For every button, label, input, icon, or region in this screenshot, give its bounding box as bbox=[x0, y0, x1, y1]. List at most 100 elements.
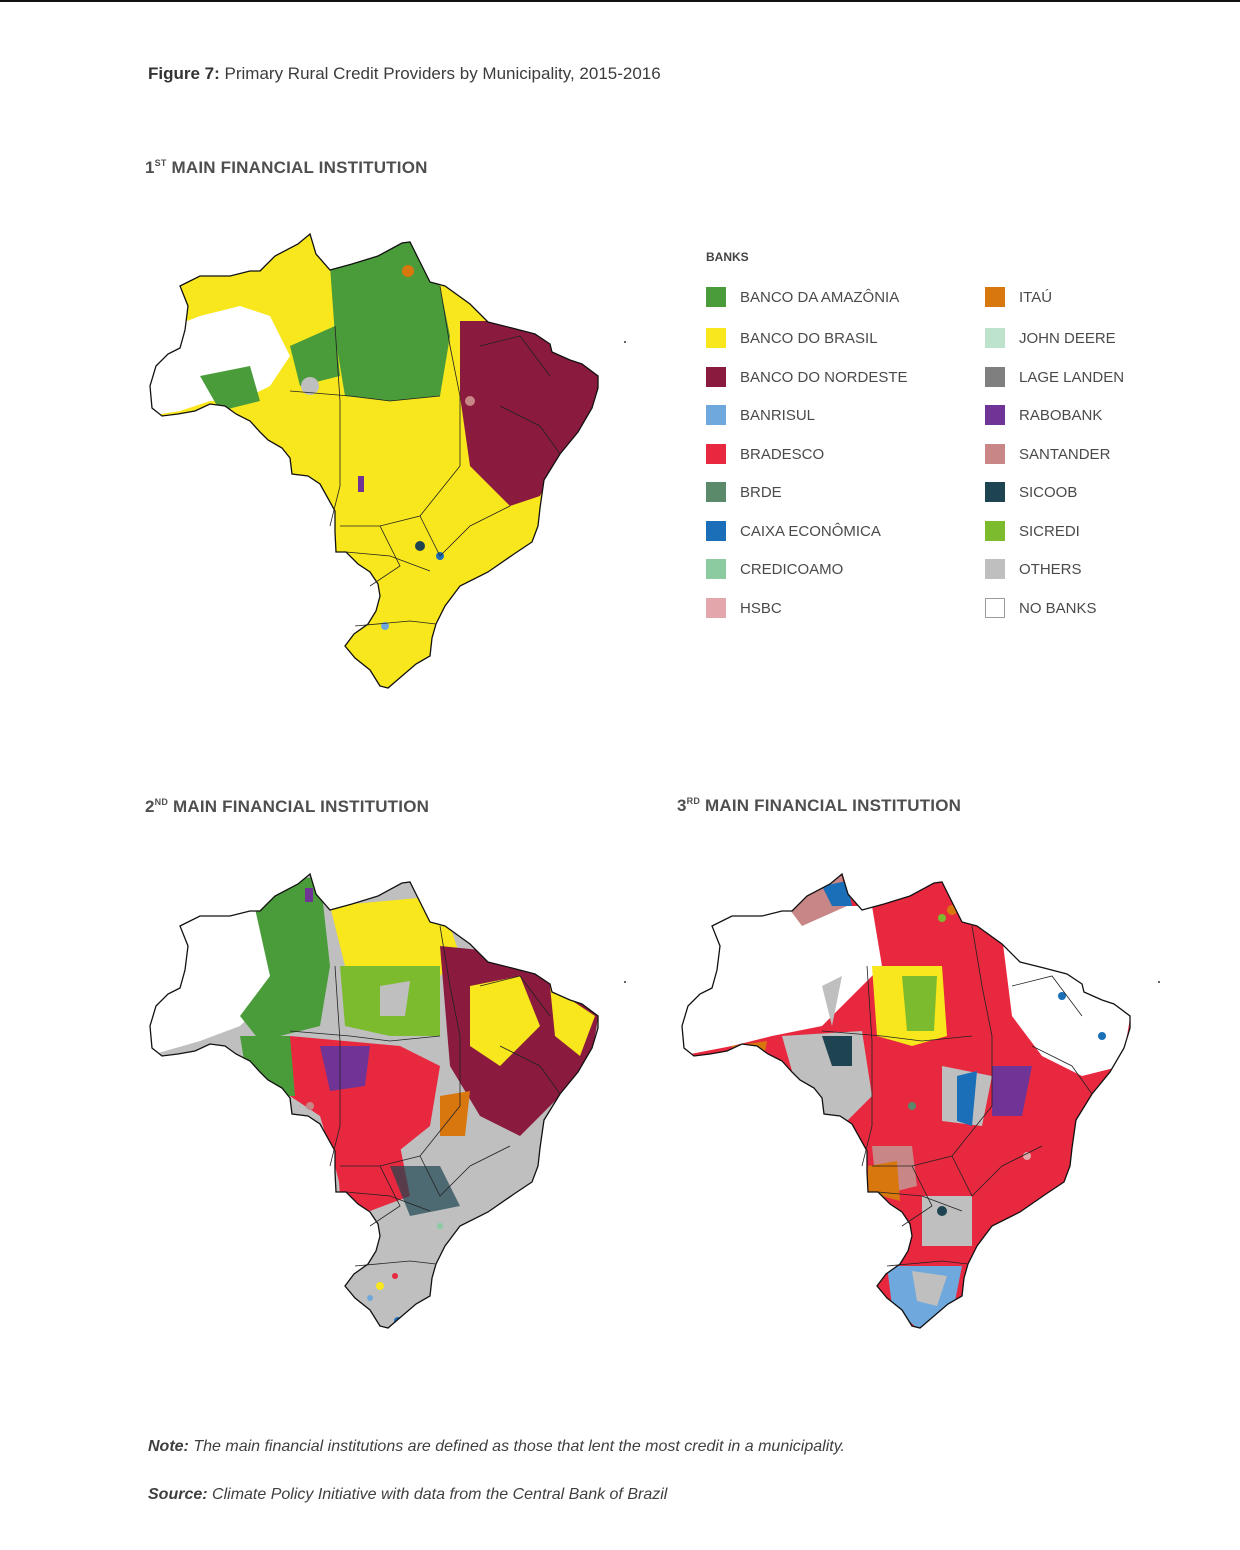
legend-label: BANCO DO BRASIL bbox=[740, 329, 878, 347]
legend-label: BANCO DO NORDESTE bbox=[740, 368, 908, 386]
region-others bbox=[912, 1271, 947, 1306]
region-banco-da-amazonia bbox=[330, 236, 450, 401]
legend-label: NO BANKS bbox=[1019, 599, 1097, 617]
region-caixa bbox=[1098, 1032, 1106, 1040]
region-no-banks bbox=[682, 906, 882, 1056]
legend-item-rabobank: RABOBANK bbox=[985, 404, 1102, 426]
region-brde bbox=[908, 1102, 916, 1110]
figure-title: Figure 7: Primary Rural Credit Providers… bbox=[148, 64, 661, 84]
legend-swatch bbox=[985, 444, 1005, 464]
state-borders bbox=[289, 285, 561, 627]
region-banrisul bbox=[367, 1295, 373, 1301]
legend-label: JOHN DEERE bbox=[1019, 329, 1116, 347]
stray-dot bbox=[624, 341, 626, 343]
region-bradesco bbox=[336, 1136, 410, 1211]
region-caixa bbox=[1058, 992, 1066, 1000]
legend-swatch bbox=[706, 482, 726, 502]
legend-item-sicoob: SICOOB bbox=[985, 481, 1077, 503]
section-heading-text: MAIN FINANCIAL INSTITUTION bbox=[171, 158, 428, 177]
legend: BANKS BANCO DA AMAZÔNIA BANCO DO BRASIL … bbox=[706, 250, 1166, 630]
region-others bbox=[822, 976, 842, 1026]
legend-item-santander: SANTANDER bbox=[985, 443, 1110, 465]
brazil-map-2nd-institution bbox=[149, 873, 599, 1329]
region-sicoob bbox=[822, 1036, 852, 1066]
legend-item-bradesco: BRADESCO bbox=[706, 443, 824, 465]
region-santander bbox=[306, 1102, 314, 1110]
legend-label: RABOBANK bbox=[1019, 406, 1103, 424]
region-caixa bbox=[822, 881, 852, 906]
region-rabobank bbox=[992, 1066, 1032, 1116]
region-banco-da-amazonia bbox=[200, 366, 260, 411]
legend-swatch bbox=[706, 444, 726, 464]
section-heading-1st: 1ST MAIN FINANCIAL INSTITUTION bbox=[145, 158, 428, 178]
legend-swatch bbox=[706, 521, 726, 541]
region-credicoamo bbox=[437, 1223, 443, 1229]
region-rabobank bbox=[358, 476, 364, 492]
legend-item-brde: BRDE bbox=[706, 481, 782, 503]
legend-item-john-deere: JOHN DEERE bbox=[985, 327, 1116, 349]
legend-item-caixa-economica: CAIXA ECONÔMICA bbox=[706, 520, 881, 542]
legend-swatch bbox=[985, 482, 1005, 502]
region-others bbox=[380, 981, 410, 1016]
legend-swatch bbox=[985, 521, 1005, 541]
legend-item-banco-da-amazonia: BANCO DA AMAZÔNIA bbox=[706, 286, 899, 308]
note-label: Note: bbox=[148, 1438, 189, 1455]
figure-label: Figure 7: bbox=[148, 64, 220, 83]
section-ordinal-suffix: ST bbox=[154, 158, 167, 168]
legend-label: SANTANDER bbox=[1019, 445, 1111, 463]
legend-item-hsbc: HSBC bbox=[706, 597, 782, 619]
note-text: The main financial institutions are defi… bbox=[193, 1438, 845, 1455]
state-borders bbox=[289, 925, 561, 1267]
section-heading-text: MAIN FINANCIAL INSTITUTION bbox=[173, 797, 430, 816]
legend-label: BRDE bbox=[740, 483, 782, 501]
legend-label: SICOOB bbox=[1019, 483, 1078, 501]
brazil-map-3rd-institution bbox=[681, 873, 1131, 1329]
region-hsbc bbox=[1023, 1152, 1031, 1160]
legend-swatch bbox=[985, 367, 1005, 387]
legend-swatch bbox=[706, 367, 726, 387]
section-ordinal: 2 bbox=[145, 797, 155, 816]
section-heading-text: MAIN FINANCIAL INSTITUTION bbox=[705, 796, 962, 815]
legend-item-lage-landen: LAGE LANDEN bbox=[985, 366, 1124, 388]
stray-dot bbox=[624, 981, 626, 983]
section-ordinal: 3 bbox=[677, 796, 687, 815]
region-sicredi bbox=[902, 976, 937, 1031]
region-banco-do-brasil bbox=[550, 986, 595, 1056]
section-ordinal-suffix: ND bbox=[154, 797, 169, 807]
region-banco-da-amazonia bbox=[290, 326, 340, 386]
legend-swatch bbox=[706, 598, 726, 618]
region-others bbox=[301, 377, 319, 395]
section-heading-3rd: 3RD MAIN FINANCIAL INSTITUTION bbox=[677, 796, 961, 816]
legend-swatch bbox=[985, 559, 1005, 579]
region-banco-da-amazonia bbox=[240, 1036, 295, 1096]
brazil-map-1st-institution bbox=[149, 233, 599, 689]
legend-item-banco-do-nordeste: BANCO DO NORDESTE bbox=[706, 366, 908, 388]
legend-swatch bbox=[706, 287, 726, 307]
legend-item-credicoamo: CREDICOAMO bbox=[706, 558, 843, 580]
region-banrisul bbox=[381, 622, 389, 630]
legend-swatch bbox=[706, 328, 726, 348]
region-sicoob bbox=[937, 1206, 947, 1216]
region-caixa bbox=[957, 1071, 977, 1126]
source: Source: Climate Policy Initiative with d… bbox=[148, 1486, 667, 1504]
legend-label: BRADESCO bbox=[740, 445, 825, 463]
legend-swatch bbox=[985, 328, 1005, 348]
region-banco-do-brasil bbox=[330, 896, 460, 976]
region-sicoob bbox=[415, 541, 425, 551]
legend-item-others: OTHERS bbox=[985, 558, 1082, 580]
legend-label: BANCO DA AMAZÔNIA bbox=[740, 288, 900, 306]
region-itau bbox=[402, 265, 414, 277]
region-banco-da-amazonia bbox=[240, 876, 330, 1041]
source-label: Source: bbox=[148, 1486, 208, 1503]
legend-item-banco-do-brasil: BANCO DO BRASIL bbox=[706, 327, 878, 349]
note: Note: The main financial institutions ar… bbox=[148, 1438, 845, 1456]
legend-label: OTHERS bbox=[1019, 560, 1082, 578]
region-others bbox=[922, 1196, 972, 1246]
figure-title-text: Primary Rural Credit Providers by Munici… bbox=[224, 64, 661, 83]
legend-label: HSBC bbox=[740, 599, 782, 617]
legend-swatch bbox=[706, 405, 726, 425]
legend-label: CREDICOAMO bbox=[740, 560, 844, 578]
source-text: Climate Policy Initiative with data from… bbox=[212, 1486, 668, 1503]
region-rabobank bbox=[320, 1046, 370, 1091]
section-ordinal: 1 bbox=[145, 158, 155, 177]
